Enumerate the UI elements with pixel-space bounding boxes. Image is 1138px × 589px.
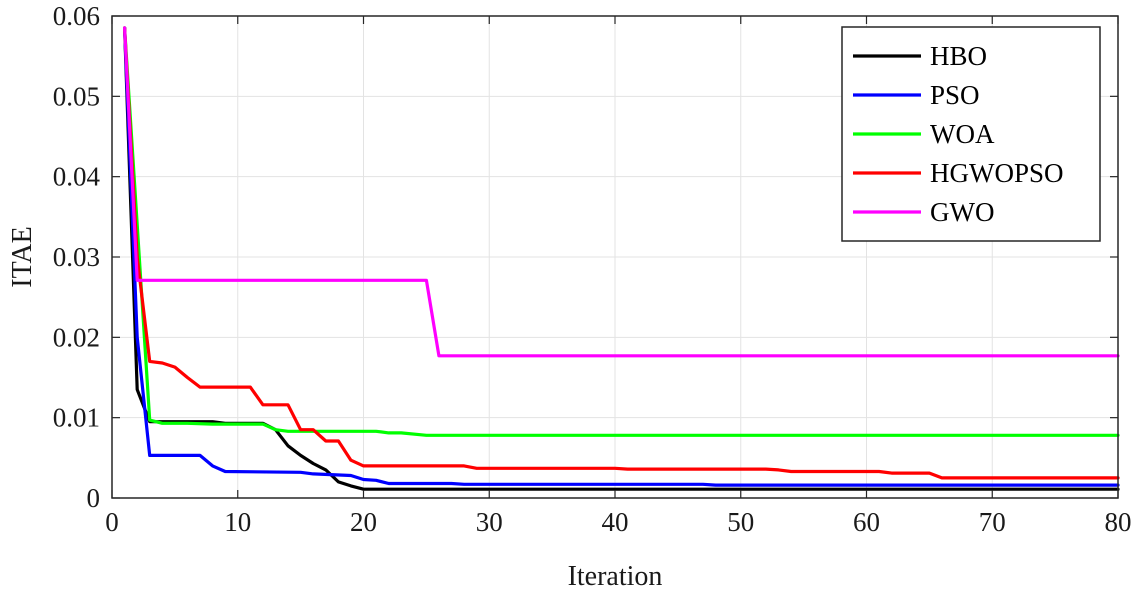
legend-label-pso: PSO (930, 80, 980, 110)
y-axis-title: ITAE (7, 226, 38, 288)
x-tick-label: 80 (1105, 507, 1132, 537)
x-tick-label: 20 (350, 507, 377, 537)
series-lines (122, 26, 1120, 491)
legend-label-hbo: HBO (930, 41, 987, 71)
series-line-gwo (122, 26, 1120, 358)
series-line-woa (122, 26, 1120, 437)
x-tick-label: 40 (602, 507, 629, 537)
series-line-hgwopso (122, 26, 1120, 480)
axis-ticks: 0 10 20 30 40 50 60 70 80 0 0.01 0.02 0.03 0.04 0.05 0.… (53, 1, 1132, 537)
legend-label-gwo: GWO (930, 197, 994, 227)
legend: HBO PSO WOA HGWOPSO GWO (841, 26, 1101, 242)
series-line-pso (122, 26, 1120, 487)
x-tick-label: 0 (105, 507, 119, 537)
y-tick-label: 0.04 (53, 162, 101, 192)
y-tick-label: 0.02 (53, 322, 100, 352)
x-tick-label: 70 (979, 507, 1006, 537)
legend-label-hgwopso: HGWOPSO (930, 158, 1064, 188)
x-tick-label: 60 (853, 507, 880, 537)
legend-label-woa: WOA (930, 119, 995, 149)
y-tick-label: 0.01 (53, 403, 100, 433)
x-tick-label: 10 (224, 507, 251, 537)
x-tick-label: 30 (476, 507, 503, 537)
x-axis-title: Iteration (568, 561, 663, 589)
y-tick-label: 0.03 (53, 242, 100, 272)
y-tick-label: 0.05 (53, 81, 100, 111)
legend-entries: HBO PSO WOA HGWOPSO GWO (853, 41, 1064, 227)
x-tick-label: 50 (727, 507, 754, 537)
y-tick-label: 0.06 (53, 1, 100, 31)
y-tick-label: 0 (87, 483, 101, 513)
